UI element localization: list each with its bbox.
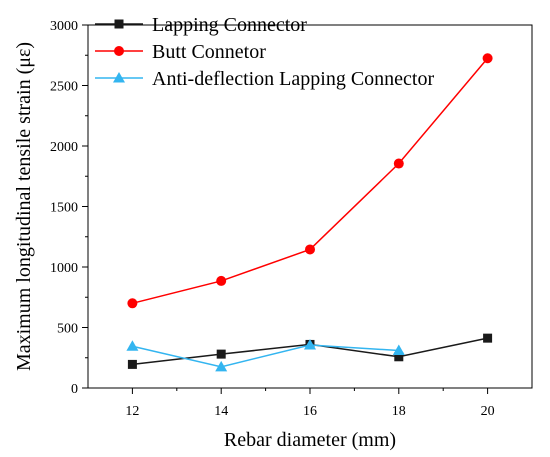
series-layer (126, 53, 493, 372)
data-point (126, 340, 139, 351)
legend-marker (114, 19, 124, 29)
legend-item: Butt Connetor (95, 41, 266, 63)
data-point (127, 298, 138, 309)
series-3 (126, 339, 405, 372)
data-point (127, 359, 137, 369)
data-point (304, 339, 316, 350)
y-tick-label: 2500 (50, 80, 78, 95)
x-tick-label: 14 (214, 404, 228, 419)
data-point (393, 158, 404, 169)
y-tick-label: 1500 (50, 201, 78, 216)
y-tick-label: 500 (57, 322, 78, 337)
data-point (216, 275, 227, 286)
y-axis: 0 500 1000 1500 2000 2500 3000 (50, 19, 88, 397)
series-1 (127, 333, 493, 369)
y-tick-label: 3000 (50, 19, 78, 34)
series-line (132, 57, 489, 305)
data-point (394, 352, 404, 362)
legend-label: Anti-deflection Lapping Connector (152, 68, 434, 90)
legend-label: Lapping Connector (152, 14, 307, 36)
legend-marker (113, 72, 125, 83)
data-point (305, 244, 315, 255)
x-tick-label: 16 (303, 404, 317, 419)
legend-marker (114, 46, 124, 56)
y-tick-label: 0 (71, 382, 78, 397)
x-axis: 12 14 16 18 20 (125, 388, 495, 419)
y-tick-label: 1000 (50, 261, 78, 276)
x-tick-label: 18 (392, 404, 406, 419)
x-axis-title: Rebar diameter (mm) (224, 429, 396, 451)
legend-label: Butt Connetor (152, 41, 266, 63)
legend-item: Anti-deflection Lapping Connector (95, 68, 434, 90)
series-line (132, 344, 399, 368)
data-point (215, 360, 228, 372)
y-axis-title: Maximum longitudinal tensile strain (με) (13, 42, 35, 371)
data-point (483, 333, 493, 343)
x-tick-label: 20 (481, 404, 495, 419)
legend: Lapping Connector Butt Connetor Anti-defle… (95, 14, 434, 90)
series-2 (127, 53, 493, 309)
y-tick-label: 2000 (50, 140, 78, 155)
legend-item: Lapping Connector (95, 14, 307, 36)
data-point (392, 344, 405, 355)
data-point (482, 53, 493, 64)
data-point (216, 349, 226, 359)
x-tick-label: 12 (125, 404, 139, 419)
